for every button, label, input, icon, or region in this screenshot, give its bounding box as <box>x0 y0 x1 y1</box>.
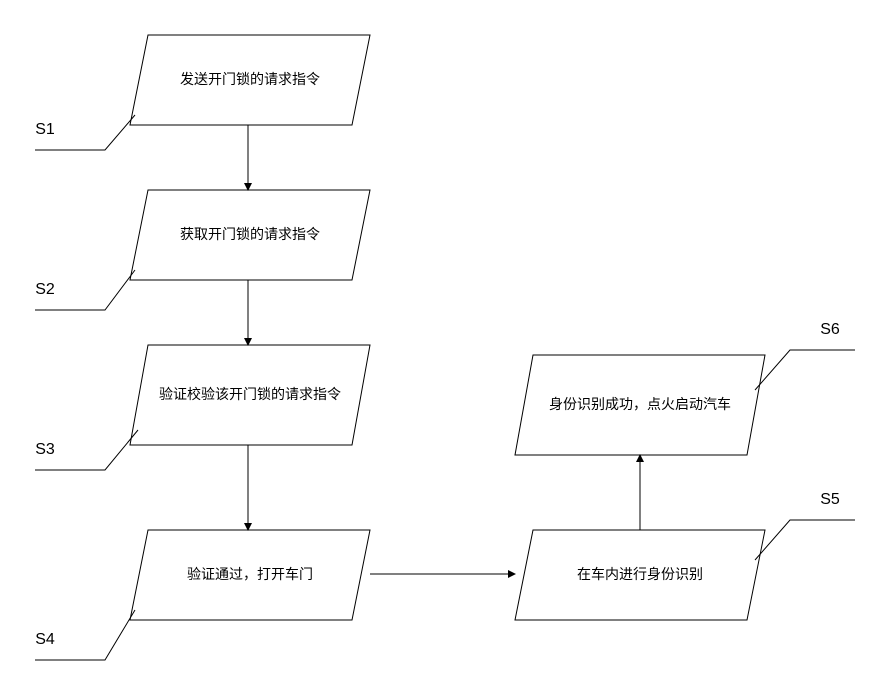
flowchart-node: 在车内进行身份识别 <box>524 530 756 620</box>
step-leader-line <box>755 350 855 390</box>
flowchart-node: 获取开门锁的请求指令 <box>139 190 361 280</box>
step-label: S3 <box>35 441 55 459</box>
flowchart-node: 发送开门锁的请求指令 <box>139 35 361 125</box>
flowchart-node-label: 验证通过，打开车门 <box>187 565 313 585</box>
step-label: S4 <box>35 631 55 649</box>
flowchart-node-label: 身份识别成功，点火启动汽车 <box>549 395 731 415</box>
flowchart-node-label: 发送开门锁的请求指令 <box>180 70 320 90</box>
flowchart-node: 验证校验该开门锁的请求指令 <box>139 345 361 445</box>
step-label: S2 <box>35 281 55 299</box>
flowchart-node: 验证通过，打开车门 <box>139 530 361 620</box>
flowchart-node-label: 验证校验该开门锁的请求指令 <box>159 385 341 405</box>
step-leader-line <box>755 520 855 560</box>
flowchart-node-label: 获取开门锁的请求指令 <box>180 225 320 245</box>
step-label: S5 <box>820 491 840 509</box>
step-label: S6 <box>820 321 840 339</box>
flowchart-node-label: 在车内进行身份识别 <box>577 565 703 585</box>
step-label: S1 <box>35 121 55 139</box>
flowchart-node: 身份识别成功，点火启动汽车 <box>524 355 756 455</box>
